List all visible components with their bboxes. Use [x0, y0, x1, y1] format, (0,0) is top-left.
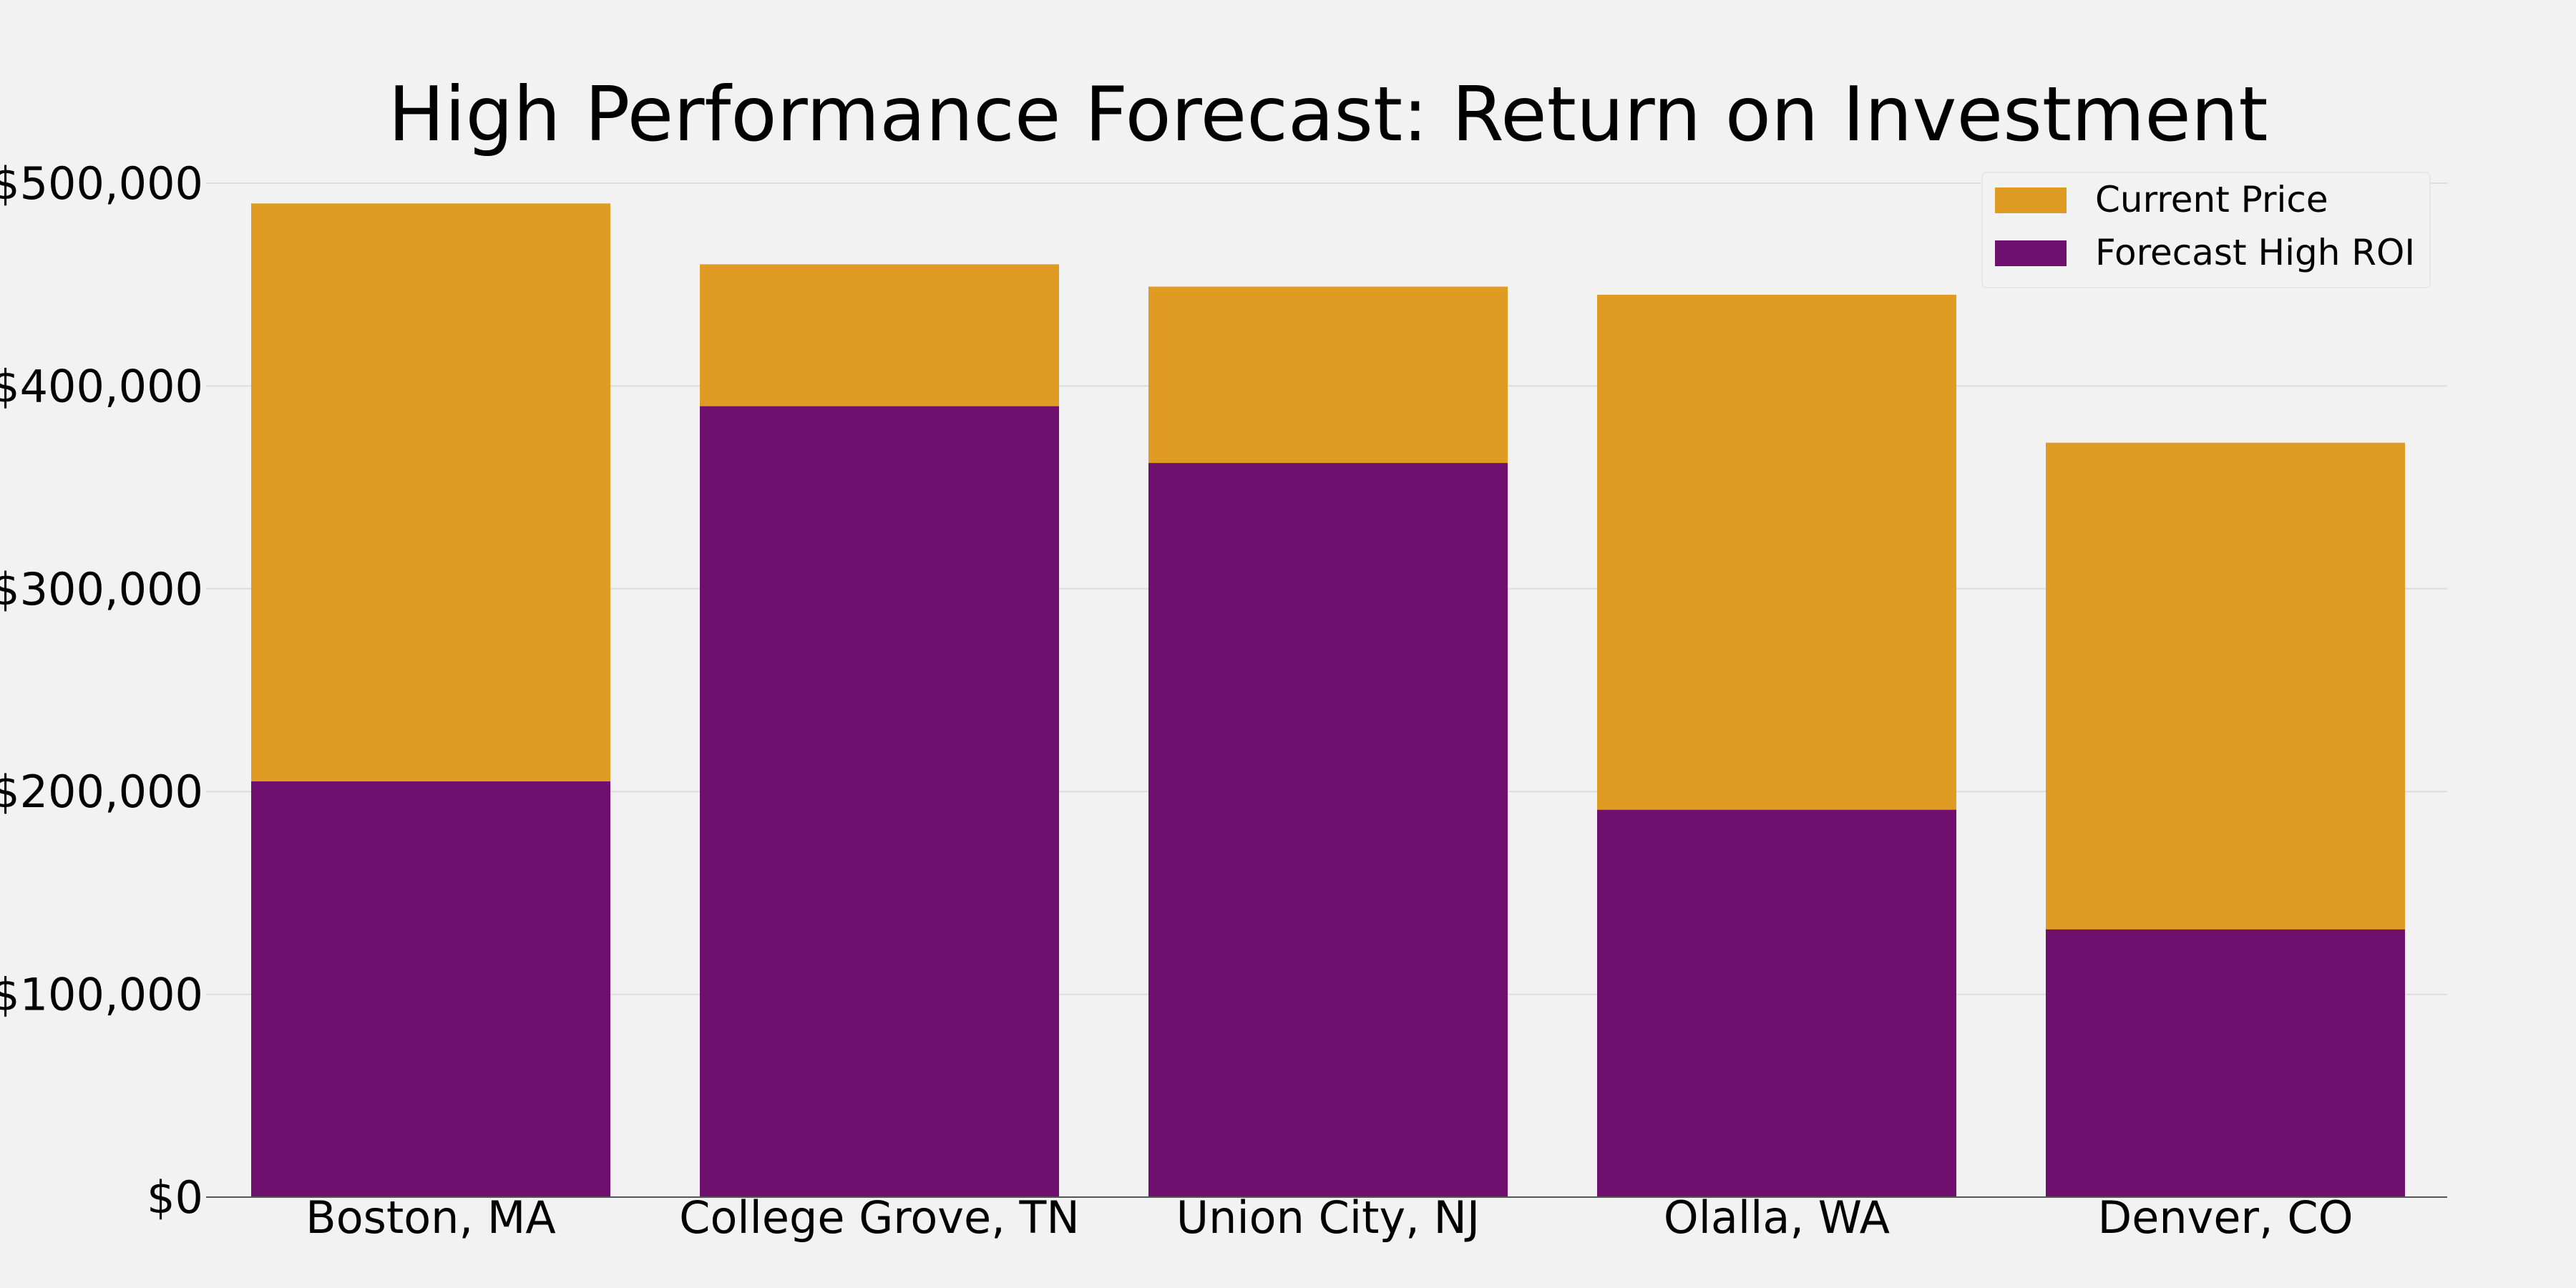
legend-label: Current Price [2095, 179, 2328, 220]
x-tick-label: Union City, NJ [1176, 1191, 1480, 1244]
chart-title: High Performance Forecast: Return on Inv… [388, 71, 2268, 158]
y-tick-label: $100,000 [0, 969, 203, 1021]
x-tick-label: Boston, MA [306, 1191, 556, 1244]
y-tick-labels: $0 $100,000 $200,000 $300,000 $400,000 $500,0… [0, 157, 203, 1224]
y-tick-label: $0 [147, 1171, 203, 1224]
legend-box [1981, 172, 2431, 288]
x-tick-label: Olalla, WA [1664, 1191, 1890, 1244]
legend: Current Price Forecast High ROI [1981, 172, 2431, 288]
bar-forecast-high-roi [2046, 929, 2405, 1197]
x-tick-label: Denver, CO [2097, 1191, 2353, 1244]
legend-swatch [1995, 240, 2067, 266]
y-tick-label: $300,000 [0, 563, 203, 615]
bar-forecast-high-roi [251, 781, 610, 1197]
legend-swatch [1995, 187, 2067, 213]
legend-label: Forecast High ROI [2095, 232, 2415, 273]
y-tick-label: $400,000 [0, 360, 203, 412]
bar-forecast-high-roi [700, 406, 1059, 1197]
x-tick-label: College Grove, TN [679, 1191, 1080, 1244]
x-tick-labels: Boston, MA College Grove, TN Union City, N… [306, 1191, 2353, 1244]
y-tick-label: $500,000 [0, 157, 203, 210]
bar-forecast-high-roi [1597, 809, 1956, 1197]
y-tick-label: $200,000 [0, 766, 203, 818]
bar-forecast-high-roi [1148, 463, 1508, 1197]
bars [251, 203, 2405, 1198]
